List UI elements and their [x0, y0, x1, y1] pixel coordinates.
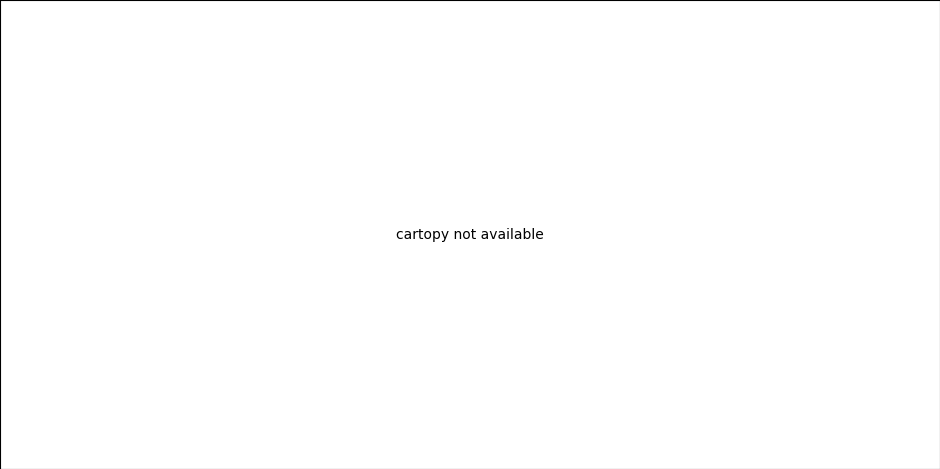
Text: cartopy not available: cartopy not available — [396, 227, 544, 242]
